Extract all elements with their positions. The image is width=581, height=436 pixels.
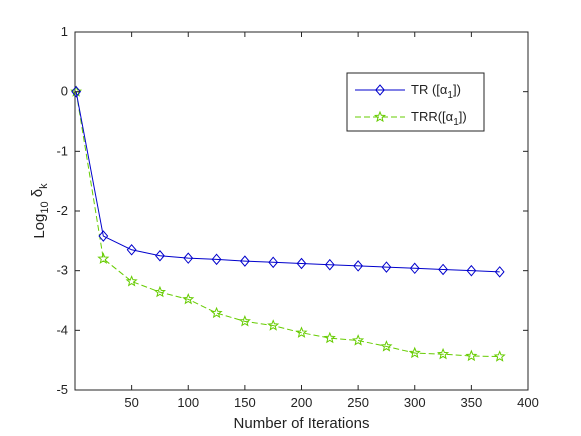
data-point-star <box>295 326 308 338</box>
data-point-diamond <box>155 249 165 262</box>
data-point-diamond <box>324 258 335 271</box>
data-point-star <box>182 292 195 305</box>
legend-label-end: ]) <box>453 82 461 97</box>
legend-label-main: TR ([α <box>411 82 448 97</box>
y-tick-label: -4 <box>56 322 68 337</box>
legend-label-sub: 1 <box>447 90 453 101</box>
y-tick-label: 1 <box>61 24 68 39</box>
data-point-diamond <box>409 262 420 275</box>
data-point-star <box>373 110 387 123</box>
legend-label-end: ]) <box>459 109 467 124</box>
axes-layer: 50 100 150 200 250 300 350 400 -5 -4 -3 -2 -1 0 1 Numbe… <box>29 24 539 432</box>
y-tick-label: -5 <box>56 382 68 397</box>
data-point-diamond <box>211 253 222 266</box>
data-point-diamond <box>183 252 194 264</box>
data-point-star <box>352 334 365 346</box>
data-point-diamond <box>494 266 505 278</box>
x-tick-label: 350 <box>461 395 483 410</box>
y-axis-label-part: δ <box>29 189 46 202</box>
series-trr <box>70 85 506 362</box>
data-point-diamond <box>438 263 448 276</box>
x-tick-label: 100 <box>177 395 199 410</box>
data-point-diamond <box>268 256 279 269</box>
data-point-star <box>380 340 393 352</box>
legend-label: TR ([α1]) <box>411 82 461 101</box>
x-axis-label: Number of Iterations <box>234 415 370 432</box>
data-point-star <box>97 252 110 264</box>
y-tick-label: 0 <box>61 84 68 99</box>
data-point-star <box>125 275 138 287</box>
legend: TR ([α1])TRR([α1]) <box>346 72 485 132</box>
data-point-diamond <box>126 244 137 256</box>
series-line <box>75 91 500 358</box>
data-point-diamond <box>375 84 385 96</box>
x-tick-label: 250 <box>347 395 369 410</box>
y-axis-label-part: 10 <box>39 201 51 213</box>
y-tick-label: -3 <box>56 263 68 278</box>
x-tick-label: 200 <box>291 395 313 410</box>
y-axis-label: Log10 δk <box>29 183 51 239</box>
series-tr <box>71 85 505 278</box>
data-point-diamond <box>466 264 477 277</box>
data-point-star <box>323 331 336 344</box>
data-point-diamond <box>239 255 250 267</box>
data-point-star <box>153 285 166 298</box>
data-point-diamond <box>71 85 82 98</box>
data-point-diamond <box>381 261 392 273</box>
data-point-star <box>238 315 251 327</box>
y-tick-label: -1 <box>56 143 68 158</box>
legend-label-main: TRR([α <box>411 109 454 124</box>
data-point-star <box>465 349 478 362</box>
x-tick-label: 300 <box>404 395 426 410</box>
y-axis-label-part: k <box>38 183 50 189</box>
data-point-star <box>437 347 450 360</box>
legend-label-sub: 1 <box>453 117 459 128</box>
legend-box <box>346 72 485 132</box>
x-tick-label: 150 <box>234 395 256 410</box>
data-point-diamond <box>98 230 109 242</box>
data-point-star <box>408 346 421 359</box>
legend-label: TRR([α1]) <box>411 109 467 128</box>
x-tick-label: 50 <box>124 395 138 410</box>
data-point-diamond <box>296 257 307 270</box>
data-point-diamond <box>353 260 364 272</box>
y-axis-label-part: Log <box>31 214 48 239</box>
data-point-star <box>493 350 506 362</box>
series-layer <box>70 85 506 362</box>
data-point-star <box>267 319 280 331</box>
series-line <box>75 91 500 273</box>
data-point-star <box>210 306 223 319</box>
x-tick-label: 400 <box>517 395 539 410</box>
y-tick-label: -2 <box>56 203 68 218</box>
